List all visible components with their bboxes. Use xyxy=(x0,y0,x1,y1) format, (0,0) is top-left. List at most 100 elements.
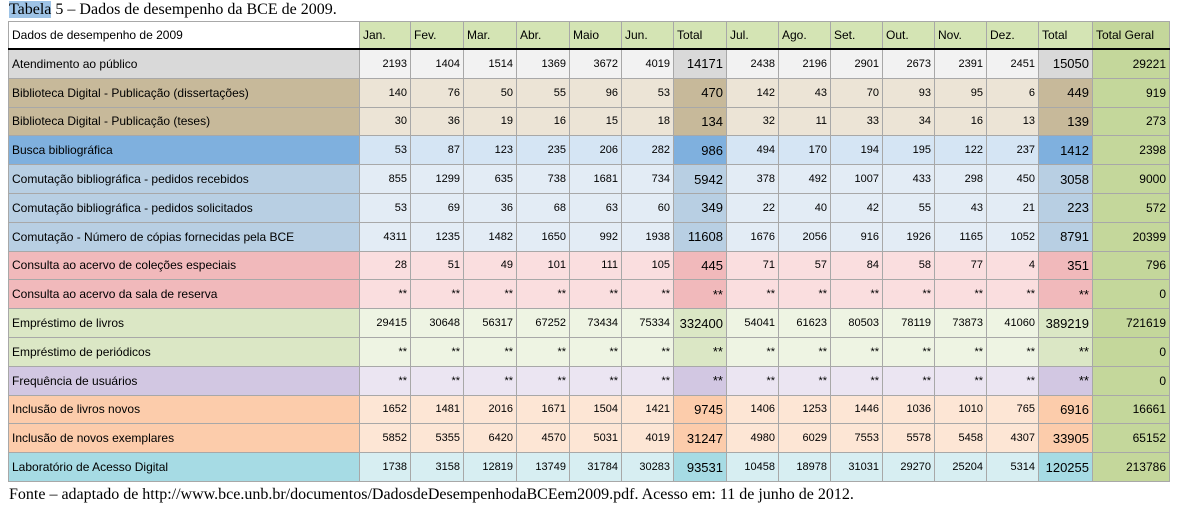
value-cell: ** xyxy=(359,336,411,367)
value-cell: 22 xyxy=(726,192,779,223)
value-cell: 1938 xyxy=(621,221,674,252)
value-cell: 1421 xyxy=(621,394,674,425)
value-cell: ** xyxy=(359,279,411,310)
total-cell: 6916 xyxy=(1038,394,1093,425)
total-cell: 15050 xyxy=(1038,48,1093,79)
table-body: Atendimento ao público 2193 1404 1514 1369 36… xyxy=(8,48,1170,482)
table-header-row: Dados de desempenho de 2009 Jan. Fev. Mar. A… xyxy=(8,21,1170,50)
value-cell: ** xyxy=(410,365,464,396)
value-cell: 4307 xyxy=(986,423,1039,454)
value-cell: 111 xyxy=(569,250,622,281)
total-cell: 5942 xyxy=(673,164,727,194)
value-cell: ** xyxy=(569,279,622,310)
value-cell: 1738 xyxy=(359,452,411,482)
total-cell: 11608 xyxy=(673,221,727,252)
value-cell: ** xyxy=(986,365,1039,396)
value-cell: 1652 xyxy=(359,394,411,425)
value-cell: 1482 xyxy=(463,221,517,252)
value-cell: 4570 xyxy=(516,423,570,454)
value-cell: 140 xyxy=(359,77,411,108)
value-cell: ** xyxy=(934,336,987,367)
grand-total-cell: 572 xyxy=(1092,192,1170,223)
value-cell: 142 xyxy=(726,77,779,108)
value-cell: 2391 xyxy=(934,48,987,79)
value-cell: 1671 xyxy=(516,394,570,425)
row-label: Empréstimo de livros xyxy=(8,308,360,338)
grand-total-cell: 20399 xyxy=(1092,221,1170,252)
value-cell: 2451 xyxy=(986,48,1039,79)
table-row: Biblioteca Digital - Publicação (dissert… xyxy=(8,77,1170,108)
value-cell: 237 xyxy=(986,135,1039,166)
value-cell: 61623 xyxy=(778,308,831,338)
value-cell: 32 xyxy=(726,106,779,137)
value-cell: ** xyxy=(882,279,935,310)
column-header: Set. xyxy=(830,21,883,50)
table-caption: Tabela 5 – Dados de desempenho da BCE de… xyxy=(9,1,337,19)
value-cell: ** xyxy=(726,336,779,367)
value-cell: 11 xyxy=(778,106,831,137)
total-cell: 445 xyxy=(673,250,727,281)
total-cell: 332400 xyxy=(673,308,727,338)
total-cell: 223 xyxy=(1038,192,1093,223)
column-header: Jul. xyxy=(726,21,779,50)
value-cell: 31784 xyxy=(569,452,622,482)
value-cell: 12819 xyxy=(463,452,517,482)
table-row: Empréstimo de livros 29415 30648 56317 67252… xyxy=(8,308,1170,338)
value-cell: 87 xyxy=(410,135,464,166)
value-cell: 5458 xyxy=(934,423,987,454)
row-label: Consulta ao acervo da sala de reserva xyxy=(8,279,360,310)
value-cell: 43 xyxy=(934,192,987,223)
column-header: Jun. xyxy=(621,21,674,50)
grand-total-cell: 29221 xyxy=(1092,48,1170,79)
value-cell: 53 xyxy=(359,135,411,166)
value-cell: ** xyxy=(463,336,517,367)
column-header: Nov. xyxy=(934,21,987,50)
column-header: Maio xyxy=(569,21,622,50)
value-cell: 1504 xyxy=(569,394,622,425)
value-cell: 30283 xyxy=(621,452,674,482)
caption-text: 5 – Dados de desempenho da BCE de 2009. xyxy=(51,1,337,18)
value-cell: 33 xyxy=(830,106,883,137)
total-cell: 134 xyxy=(673,106,727,137)
column-header: Abr. xyxy=(516,21,570,50)
value-cell: 73434 xyxy=(569,308,622,338)
value-cell: 31031 xyxy=(830,452,883,482)
value-cell: 60 xyxy=(621,192,674,223)
grand-total-cell: 0 xyxy=(1092,279,1170,310)
row-label: Laboratório de Acesso Digital xyxy=(8,452,360,482)
row-label: Consulta ao acervo de coleções especiais xyxy=(8,250,360,281)
value-cell: 69 xyxy=(410,192,464,223)
column-header: Total xyxy=(1038,21,1093,50)
value-cell: 3672 xyxy=(569,48,622,79)
value-cell: 19 xyxy=(463,106,517,137)
value-cell: 101 xyxy=(516,250,570,281)
column-header: Fev. xyxy=(410,21,464,50)
value-cell: ** xyxy=(516,336,570,367)
value-cell: 5355 xyxy=(410,423,464,454)
value-cell: 6420 xyxy=(463,423,517,454)
grand-total-cell: 0 xyxy=(1092,365,1170,396)
value-cell: 195 xyxy=(882,135,935,166)
value-cell: 992 xyxy=(569,221,622,252)
total-cell: 1412 xyxy=(1038,135,1093,166)
value-cell: 1052 xyxy=(986,221,1039,252)
table-row: Busca bibliográfica 53 87 123 235 206 282 986 49… xyxy=(8,135,1170,166)
value-cell: 4980 xyxy=(726,423,779,454)
value-cell: 34 xyxy=(882,106,935,137)
value-cell: 1481 xyxy=(410,394,464,425)
column-header: Ago. xyxy=(778,21,831,50)
value-cell: ** xyxy=(986,336,1039,367)
value-cell: 51 xyxy=(410,250,464,281)
row-label: Comutação - Número de cópias fornecidas … xyxy=(8,221,360,252)
performance-table: Dados de desempenho de 2009 Jan. Fev. Mar. A… xyxy=(8,21,1170,482)
value-cell: 5578 xyxy=(882,423,935,454)
column-header: Total Geral xyxy=(1092,21,1170,50)
value-cell: 67252 xyxy=(516,308,570,338)
value-cell: 1406 xyxy=(726,394,779,425)
value-cell: 1514 xyxy=(463,48,517,79)
value-cell: 1676 xyxy=(726,221,779,252)
row-label: Busca bibliográfica xyxy=(8,135,360,166)
value-cell: 53 xyxy=(359,192,411,223)
value-cell: 18 xyxy=(621,106,674,137)
value-cell: 1253 xyxy=(778,394,831,425)
